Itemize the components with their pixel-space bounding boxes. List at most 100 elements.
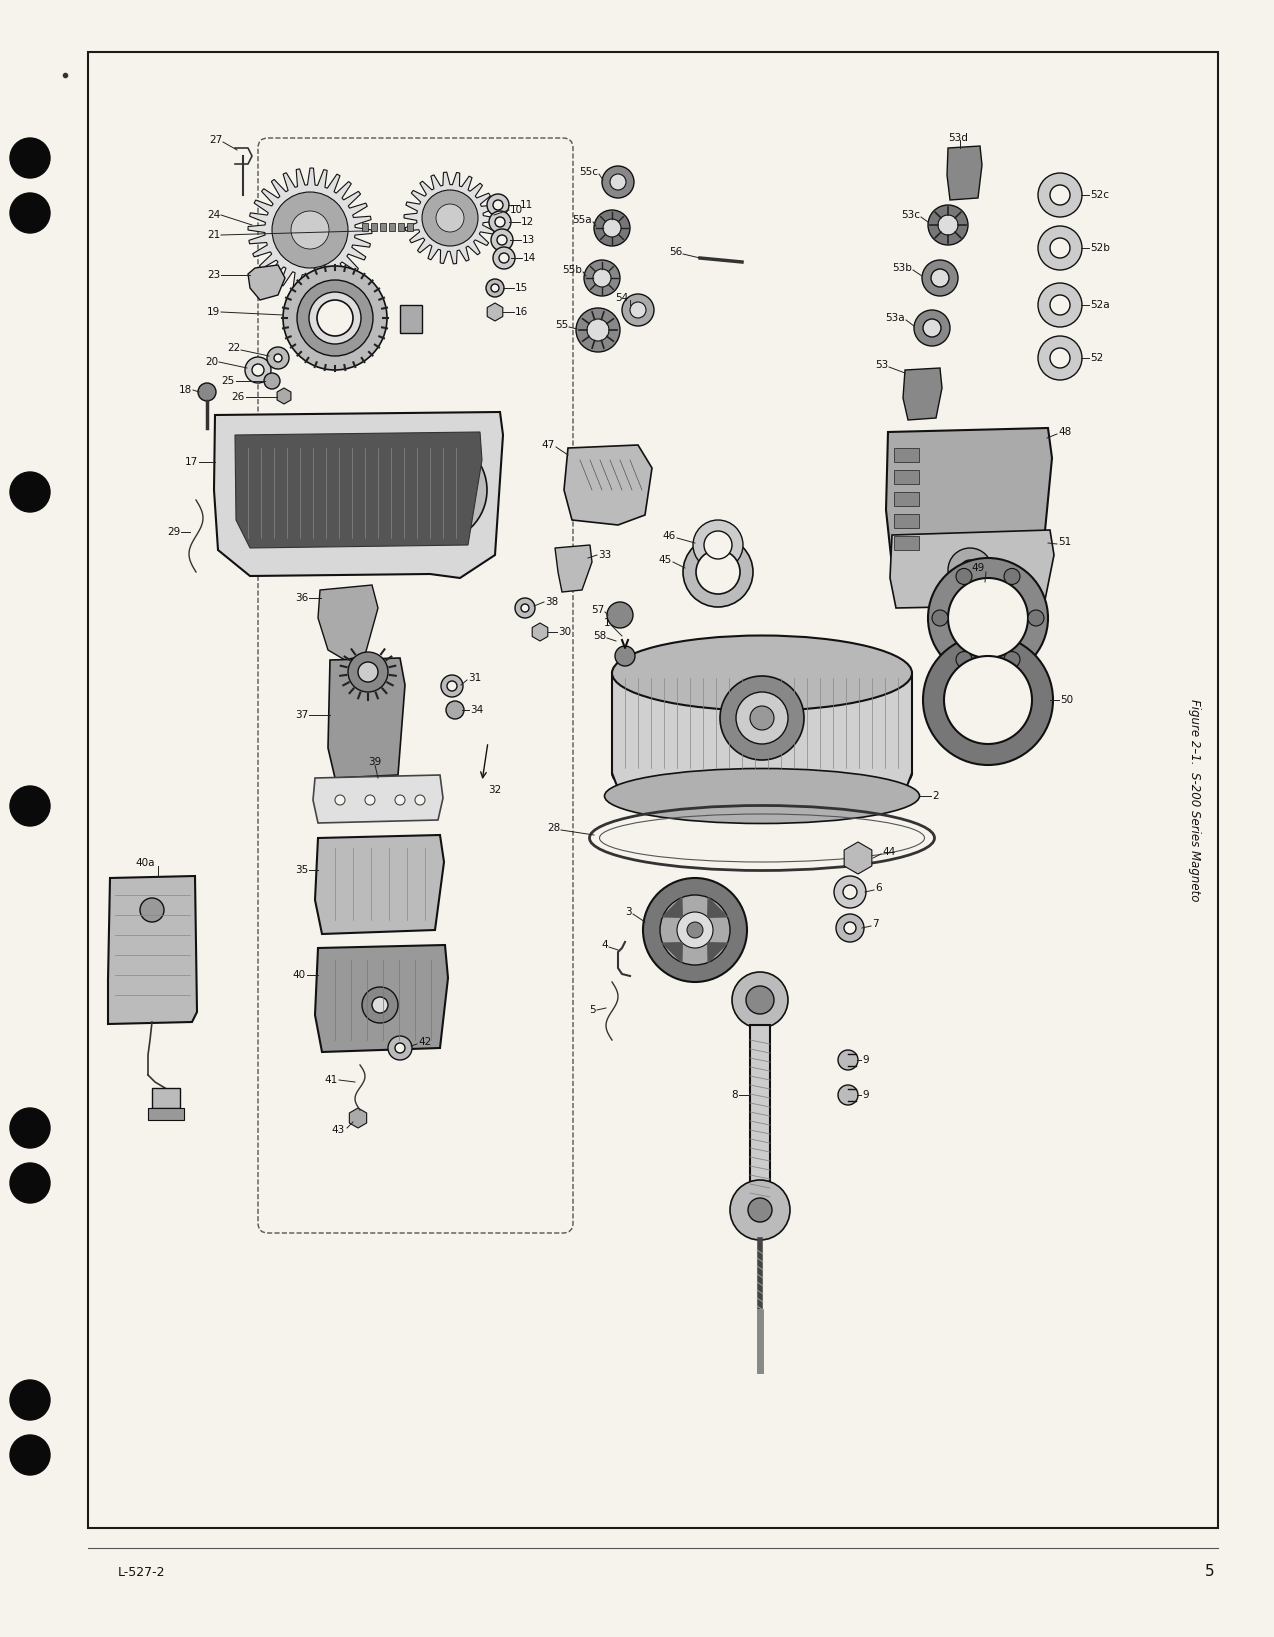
Text: 46: 46 [662,530,676,540]
Circle shape [496,218,505,228]
Circle shape [490,283,499,291]
Text: 55: 55 [554,319,568,331]
Circle shape [1038,226,1082,270]
Circle shape [302,223,318,237]
Circle shape [447,681,457,691]
Circle shape [956,568,972,584]
Circle shape [748,1198,772,1221]
Circle shape [372,997,389,1013]
Circle shape [268,347,289,368]
Polygon shape [564,445,652,525]
Text: 55b: 55b [562,265,582,275]
Polygon shape [318,584,378,660]
Ellipse shape [612,738,912,809]
Circle shape [834,876,866,909]
Text: 6: 6 [875,882,882,894]
Circle shape [485,278,505,296]
Polygon shape [533,624,548,642]
Bar [406,223,413,231]
Bar [88,52,1218,1527]
Circle shape [290,211,329,249]
Text: 20: 20 [205,357,218,367]
Circle shape [587,319,609,340]
Circle shape [1038,174,1082,218]
Text: 19: 19 [206,308,220,318]
Polygon shape [349,1108,367,1128]
Circle shape [1038,283,1082,327]
Circle shape [693,521,743,570]
Text: 42: 42 [418,1036,432,1048]
Circle shape [1050,185,1070,205]
Circle shape [683,537,753,607]
Text: 53d: 53d [948,133,968,142]
Circle shape [961,560,980,579]
Circle shape [1004,652,1020,668]
Text: 49: 49 [972,563,985,573]
Circle shape [1050,349,1070,368]
Circle shape [10,1108,50,1148]
Polygon shape [903,368,941,421]
Text: 28: 28 [547,823,561,833]
Text: 15: 15 [515,283,529,293]
Circle shape [310,291,361,344]
Circle shape [696,550,740,594]
Circle shape [10,1380,50,1419]
Polygon shape [327,658,405,778]
Bar [400,304,422,332]
Circle shape [283,265,387,370]
Bar [894,493,919,506]
Circle shape [948,578,1028,658]
Polygon shape [108,876,197,1025]
Circle shape [933,611,948,625]
Circle shape [399,453,471,525]
Bar [371,223,377,231]
Circle shape [320,303,350,332]
Circle shape [490,229,513,250]
Text: 14: 14 [524,254,536,264]
Circle shape [499,254,510,264]
Text: 52c: 52c [1091,190,1108,200]
Circle shape [441,674,462,697]
Circle shape [358,661,378,683]
Text: 3: 3 [626,907,632,917]
Text: 16: 16 [515,308,529,318]
Text: 43: 43 [331,1125,345,1134]
Ellipse shape [612,635,912,710]
Circle shape [297,280,373,355]
Circle shape [493,200,503,210]
Circle shape [720,676,804,760]
Bar [894,470,919,485]
Circle shape [10,138,50,178]
Circle shape [1050,295,1070,314]
Circle shape [197,383,217,401]
Circle shape [603,219,620,237]
Text: 47: 47 [541,440,555,450]
Circle shape [10,193,50,232]
Bar [894,535,919,550]
Text: 25: 25 [222,377,234,386]
Text: 9: 9 [862,1054,869,1066]
Text: 9: 9 [862,1090,869,1100]
Circle shape [487,195,510,216]
Text: 29: 29 [167,527,180,537]
Circle shape [415,796,426,805]
Text: 40: 40 [293,971,306,981]
Circle shape [252,363,264,377]
Circle shape [436,205,464,232]
Circle shape [422,190,478,246]
Polygon shape [234,432,482,548]
Text: 10: 10 [510,205,524,214]
Bar [389,223,395,231]
Circle shape [603,165,634,198]
Text: 52a: 52a [1091,300,1110,309]
Circle shape [938,214,958,236]
Circle shape [395,1043,405,1053]
Circle shape [10,786,50,827]
Circle shape [913,309,950,345]
Text: 32: 32 [488,786,501,796]
Circle shape [730,1180,790,1239]
Circle shape [417,471,454,507]
Circle shape [944,656,1032,743]
Circle shape [348,652,389,692]
Polygon shape [214,413,503,578]
